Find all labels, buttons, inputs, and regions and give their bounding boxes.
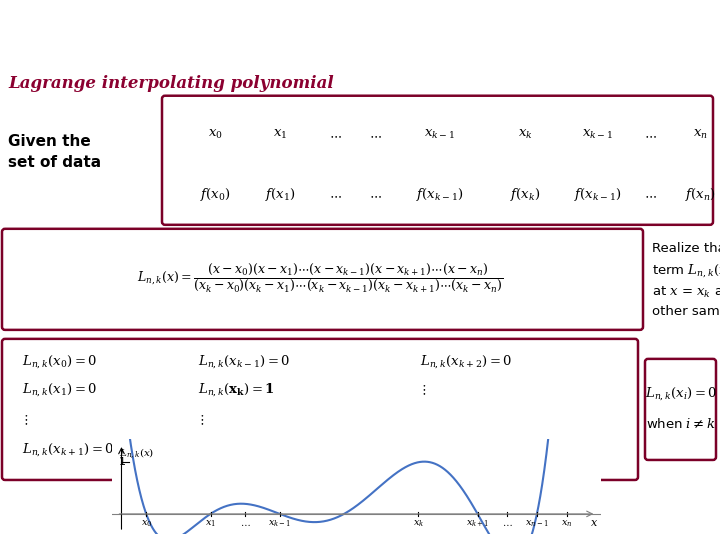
- FancyBboxPatch shape: [162, 96, 713, 225]
- Text: $x_n$: $x_n$: [561, 518, 572, 529]
- FancyBboxPatch shape: [2, 339, 638, 480]
- Text: $x_{k-1}$: $x_{k-1}$: [268, 518, 292, 529]
- Text: $L_{n,k}(x_{k+1}) = 0$: $L_{n,k}(x_{k+1}) = 0$: [22, 442, 114, 458]
- Text: $x_k$: $x_k$: [518, 128, 532, 141]
- Text: $L_{n,k}(x_i) = 0$: $L_{n,k}(x_i) = 0$: [645, 386, 717, 402]
- Text: Lagrange interpolating polynomial: Lagrange interpolating polynomial: [8, 75, 334, 92]
- Text: term $L_{n,k}(x)$ will be 1: term $L_{n,k}(x)$ will be 1: [652, 263, 720, 280]
- Text: $L_{n,k}(\mathbf{x_k}) = \mathbf{1}$: $L_{n,k}(\mathbf{x_k}) = \mathbf{1}$: [198, 382, 275, 398]
- FancyBboxPatch shape: [2, 229, 643, 330]
- Text: $f(x_1)$: $f(x_1)$: [265, 186, 295, 203]
- Text: $x_{n-1}$: $x_{n-1}$: [525, 518, 549, 529]
- Text: $L_{n,k}(x_{k-1}) = 0$: $L_{n,k}(x_{k-1}) = 0$: [198, 354, 290, 370]
- Text: $f(x_{k-1})$: $f(x_{k-1})$: [574, 186, 622, 203]
- Text: Given the
set of data: Given the set of data: [8, 134, 101, 170]
- Text: $L_{n,k}(x_{k+2}) = 0$: $L_{n,k}(x_{k+2}) = 0$: [420, 354, 512, 370]
- Text: $x_0$: $x_0$: [207, 128, 222, 141]
- Text: $x_{k-1}$: $x_{k-1}$: [582, 128, 613, 141]
- FancyBboxPatch shape: [645, 359, 716, 460]
- Text: at $x$ = $x_k$ and 0 at all: at $x$ = $x_k$ and 0 at all: [652, 284, 720, 300]
- Text: $\cdots$: $\cdots$: [369, 128, 382, 141]
- Text: $x_{k-1}$: $x_{k-1}$: [425, 128, 456, 141]
- Text: $\cdots$: $\cdots$: [644, 128, 657, 141]
- Text: other sample points: other sample points: [652, 305, 720, 318]
- Text: $x$: $x$: [590, 518, 598, 528]
- Text: Interpolation and the Lagrange Polynomials: Interpolation and the Lagrange Polynomia…: [97, 21, 432, 36]
- Text: when $i \neq k$: when $i \neq k$: [646, 418, 716, 431]
- Text: $f(x_{k-1})$: $f(x_{k-1})$: [416, 186, 464, 203]
- Text: $x_0$: $x_0$: [140, 518, 152, 529]
- Text: $L_{n,k}(x_0) = 0$: $L_{n,k}(x_0) = 0$: [22, 354, 97, 370]
- Text: $\cdots$: $\cdots$: [369, 188, 382, 201]
- Text: $\ldots$: $\ldots$: [502, 518, 513, 528]
- Text: $L_{n,k}(x) = \dfrac{(x-x_0)(x-x_1)\cdots(x-x_{k-1})(x-x_{k+1})\cdots(x-x_n)}{(x: $L_{n,k}(x) = \dfrac{(x-x_0)(x-x_1)\cdot…: [137, 262, 503, 294]
- Text: $\cdots$: $\cdots$: [328, 128, 341, 141]
- Text: $f(x_n)$: $f(x_n)$: [685, 186, 716, 203]
- Text: $L_{n,k}(x_n) = 0$: $L_{n,k}(x_n) = 0$: [420, 442, 495, 458]
- Text: $x_{k+1}$: $x_{k+1}$: [466, 518, 490, 529]
- Text: Sec:3.1: Sec:3.1: [9, 15, 125, 42]
- Text: $x_1$: $x_1$: [205, 518, 216, 529]
- Text: $f(x_k)$: $f(x_k)$: [510, 186, 540, 203]
- Text: $L_{n,k}(x)$: $L_{n,k}(x)$: [119, 446, 154, 460]
- Text: $x_k$: $x_k$: [413, 518, 424, 529]
- Text: $\ldots$: $\ldots$: [240, 518, 251, 528]
- Text: $\cdots$: $\cdots$: [644, 188, 657, 201]
- Text: $x_1$: $x_1$: [273, 128, 287, 141]
- Text: $\vdots$: $\vdots$: [22, 413, 28, 427]
- Text: $\vdots$: $\vdots$: [420, 383, 426, 397]
- Text: 1: 1: [119, 457, 125, 467]
- Text: $\cdots$: $\cdots$: [328, 188, 341, 201]
- Text: $f(x_0)$: $f(x_0)$: [199, 186, 230, 203]
- Text: $L_{n,k}(x_1) = 0$: $L_{n,k}(x_1) = 0$: [22, 382, 97, 398]
- Text: Realize that each: Realize that each: [652, 242, 720, 255]
- Text: $\vdots$: $\vdots$: [198, 413, 204, 427]
- Text: $L_{n,k}(x_{k+1}) = 0$: $L_{n,k}(x_{k+1}) = 0$: [198, 442, 290, 458]
- Text: $x_n$: $x_n$: [693, 128, 707, 141]
